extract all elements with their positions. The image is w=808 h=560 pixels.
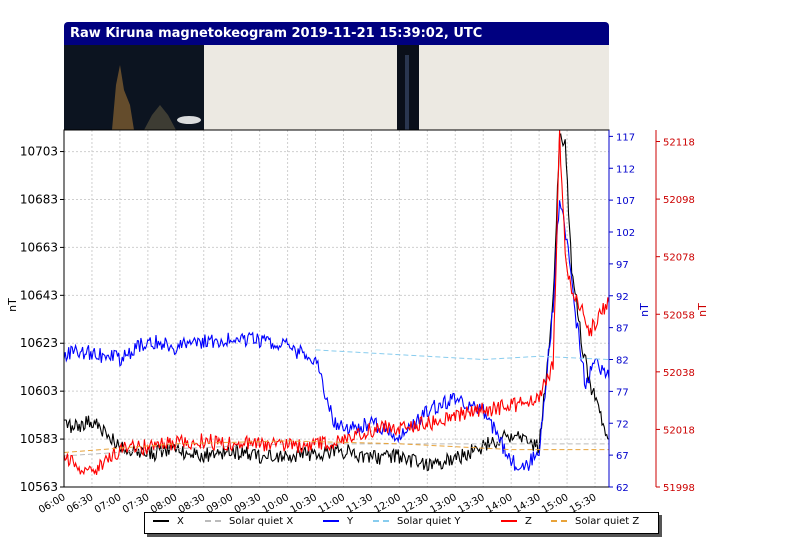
right-tick-label: 87: [616, 324, 629, 335]
right-tick-label: 77: [616, 387, 629, 398]
right-axis-2-label: nT: [696, 303, 709, 317]
legend-swatch: [551, 520, 567, 522]
right-tick-label: 117: [616, 132, 635, 143]
chart-title-bar: Raw Kiruna magnetokeogram 2019-11-21 15:…: [64, 22, 609, 45]
right-tick-label: 107: [616, 196, 635, 207]
legend-item: Solar quiet X: [205, 516, 293, 527]
right-tick-label: 67: [616, 451, 629, 462]
legend: X Solar quiet X Y Solar quiet Y Z Solar quiet…: [144, 512, 659, 534]
right-tick-label: 52038: [663, 368, 695, 379]
right-tick-label: 92: [616, 292, 629, 303]
series-line-y: [63, 200, 610, 471]
grid: [63, 130, 609, 488]
left-tick-label: 10703: [20, 145, 58, 159]
right-tick-label: 97: [616, 260, 629, 271]
legend-label: Solar quiet Z: [575, 516, 640, 527]
left-tick-label: 10563: [20, 480, 58, 494]
right-tick-label: 52018: [663, 425, 695, 436]
right-tick-label: 52118: [663, 138, 695, 149]
legend-label: Solar quiet X: [229, 516, 294, 527]
right-tick-label: 62: [616, 483, 629, 494]
legend-item: X: [153, 516, 184, 527]
legend-item: Solar quiet Y: [373, 516, 461, 527]
right-tick-label: 52098: [663, 195, 695, 206]
keogram-strip: [64, 45, 609, 130]
legend-item: Z: [501, 516, 532, 527]
right-tick-label: 82: [616, 356, 629, 367]
right-axis-1-label: nT: [638, 303, 651, 317]
series-line-x: [63, 133, 610, 472]
left-tick-label: 10583: [20, 432, 58, 446]
legend-item: Y: [323, 516, 353, 527]
series-layer: [63, 129, 610, 476]
legend-label: Solar quiet Y: [397, 516, 461, 527]
series-line-solar-quiet-y: [315, 349, 610, 361]
axes: nT nT nT: [6, 129, 709, 488]
legend-swatch: [373, 520, 389, 522]
right-tick-label: 112: [616, 164, 635, 175]
chart-title: Raw Kiruna magnetokeogram 2019-11-21 15:…: [70, 26, 483, 41]
right-tick-label: 52058: [663, 310, 695, 321]
legend-swatch: [205, 520, 221, 522]
series-line-solar-quiet-z: [63, 440, 609, 453]
series-line-z: [63, 129, 610, 476]
legend-swatch: [153, 520, 169, 522]
x-tick-label: 07:00: [93, 492, 123, 516]
legend-swatch: [501, 520, 517, 522]
left-tick-label: 10643: [20, 288, 58, 302]
left-tick-label: 10623: [20, 336, 58, 350]
x-tick-label: 06:30: [65, 492, 95, 516]
left-tick-label: 10663: [20, 240, 58, 254]
legend-swatch: [323, 520, 339, 522]
legend-label: X: [177, 516, 184, 527]
legend-label: Y: [347, 516, 354, 527]
right-tick-label: 102: [616, 228, 635, 239]
right-tick-label: 52078: [663, 253, 695, 264]
left-tick-label: 10603: [20, 384, 58, 398]
right-tick-label: 72: [616, 419, 629, 430]
legend-label: Z: [525, 516, 532, 527]
legend-item: Solar quiet Z: [551, 516, 639, 527]
left-tick-label: 10683: [20, 192, 58, 206]
left-axis-label: nT: [6, 298, 19, 312]
x-tick-label: 06:00: [37, 492, 67, 516]
right-tick-label: 51998: [663, 483, 695, 494]
